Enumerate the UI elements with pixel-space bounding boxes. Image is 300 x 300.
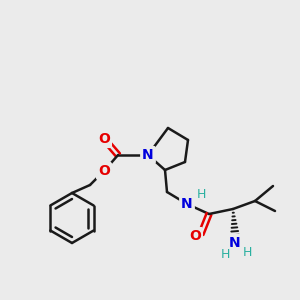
Text: N: N bbox=[181, 197, 193, 211]
Text: H: H bbox=[196, 188, 206, 200]
Text: N: N bbox=[229, 236, 241, 250]
Text: O: O bbox=[98, 132, 110, 146]
Text: H: H bbox=[242, 247, 252, 260]
Text: O: O bbox=[98, 164, 110, 178]
Text: N: N bbox=[142, 148, 154, 162]
Text: O: O bbox=[189, 229, 201, 243]
Text: H: H bbox=[220, 248, 230, 262]
